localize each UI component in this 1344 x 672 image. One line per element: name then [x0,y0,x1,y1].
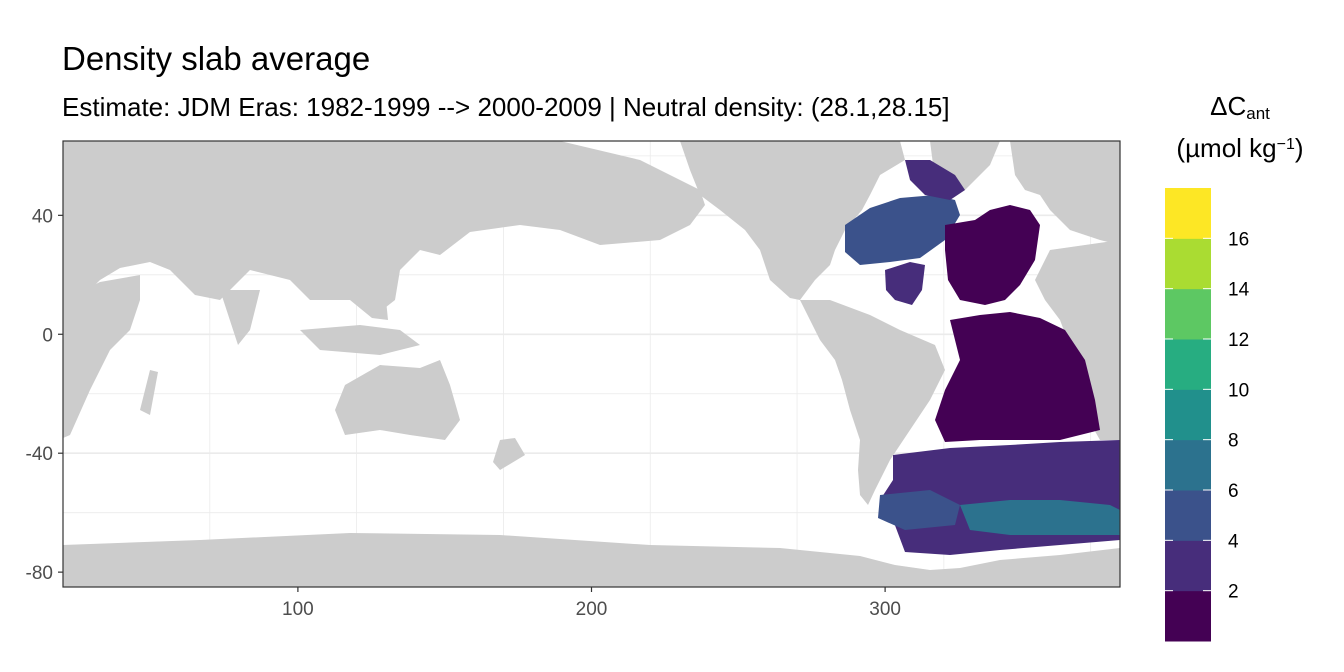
new-zealand-land [493,438,525,470]
legend-unit-sup: −1 [1276,135,1295,153]
south-america-land [800,300,945,505]
x-tick-label: 300 [869,599,901,620]
legend-color-step [1165,439,1211,491]
region-north-atlantic-subpolar [845,195,960,265]
region-labrador-irminger [905,160,965,200]
chart-subtitle: Estimate: JDM Eras: 1982-1999 --> 2000-2… [62,92,950,122]
antarctica-land [63,533,1120,587]
y-tick-label: -80 [26,563,53,584]
region-south-atlantic [935,312,1100,442]
eurasia-land [63,141,705,318]
europe-land [1010,141,1120,245]
indonesia-land [300,325,420,355]
region-weddell-core [960,500,1120,535]
legend-color-step [1165,540,1211,592]
y-tick-label: 0 [42,325,53,346]
y-tick-label: 40 [32,206,53,227]
legend-color-step [1165,590,1211,642]
y-axis: 40 0 -40 -80 [26,206,63,584]
legend-label: 14 [1228,280,1250,301]
dcant-regions [845,160,1120,555]
legend-color-step [1165,389,1211,441]
x-tick-label: 100 [282,599,314,620]
legend-label: 2 [1228,582,1239,603]
legend-color-step [1165,339,1211,390]
north-america-land [680,141,905,300]
madagascar-land [140,370,158,415]
australia-land [335,360,460,440]
x-tick-label: 200 [576,599,608,620]
west-africa-land [1035,240,1120,440]
region-central-atlantic [945,205,1040,305]
legend-label: 12 [1228,330,1249,351]
land-masses [63,141,1120,587]
legend-title-sub: ant [1246,104,1270,123]
legend-color-step [1165,188,1211,239]
legend-title-main: ΔC [1210,91,1247,121]
legend-unit-suffix: ) [1294,132,1304,163]
africa-land [63,275,140,438]
legend-label: 10 [1228,380,1249,401]
legend-title: ΔCant (µmol kg−1) [1160,86,1320,169]
y-tick-label: -40 [26,444,53,465]
legend-label: 8 [1228,431,1239,452]
chart-title: Density slab average [62,40,371,77]
legend-label: 16 [1228,229,1249,250]
x-axis: 100 200 300 [282,587,901,620]
india-land [220,290,260,345]
legend-color-step [1165,238,1211,290]
legend-color-step [1165,288,1211,340]
legend-label: 4 [1228,531,1239,552]
map-layer [63,141,1120,587]
region-western-subtropical [885,262,925,305]
region-weddell-shelf [878,490,960,530]
legend-unit-prefix: (µmol kg [1176,132,1277,163]
legend-color-step [1165,490,1211,541]
philippines-land [370,290,388,320]
legend-label: 6 [1228,481,1239,502]
color-legend: 2 4 6 8 10 12 14 16 [1165,188,1250,642]
